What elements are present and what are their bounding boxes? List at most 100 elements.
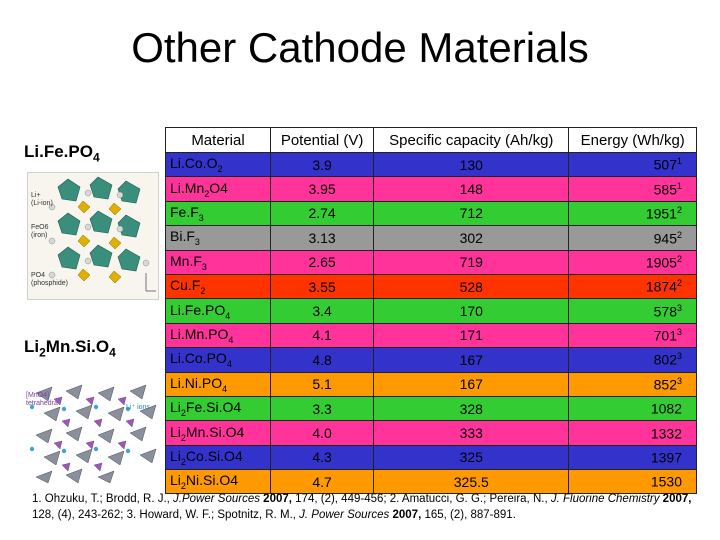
table-row: Li.Fe.PO4 3.4 170 5783 xyxy=(165,298,697,324)
table-row: Bi.F3 3.13 302 9452 xyxy=(165,225,697,251)
energy-cell: 1332 xyxy=(568,420,697,446)
li2mnsio4-label-b: Mn.Si.O xyxy=(45,337,110,356)
lifepo4-structure-figure: Li+ (Li-ion) FeO6 (iron) PO4 (phosphide) xyxy=(27,172,159,300)
material-subscript: 3 xyxy=(201,261,207,272)
fig1-axes xyxy=(145,273,156,292)
material-name-tail: Co.Si.O4 xyxy=(185,447,243,464)
material-cell: Li2Ni.Si.O4 xyxy=(165,469,271,495)
energy-value: 578 xyxy=(653,303,677,320)
potential-cell: 4.3 xyxy=(269,444,375,471)
material-cell: Bi.F3 xyxy=(165,225,271,251)
energy-value: 1397 xyxy=(650,449,682,466)
potential-cell: 2.65 xyxy=(269,249,375,275)
energy-reference: 1 xyxy=(676,156,682,167)
ref-3-journal: J. Power Sources xyxy=(299,509,390,521)
table-header-row: Material Potential (V) Specific capacity… xyxy=(165,127,697,153)
capacity-cell: 148 xyxy=(373,176,570,202)
ref-1-year: 2007, xyxy=(259,493,292,505)
energy-cell: 5071 xyxy=(568,151,697,178)
material-subscript: 2 xyxy=(180,456,186,467)
table-row: Fe.F3 2.74 712 19512 xyxy=(165,200,697,227)
fig1-feo6-label: FeO6 xyxy=(31,224,49,231)
li2mnsio4-structure-image: [MnO4] tetrahedra Li⁺ ions xyxy=(26,384,157,484)
ref-2-rest: 128, (4), 243-262; 3. Howard, W. F.; Spo… xyxy=(32,509,300,521)
energy-reference: 3 xyxy=(676,375,682,386)
material-cell: Li.Mn2O4 xyxy=(165,176,271,202)
material-name: Li.Mn xyxy=(170,179,205,196)
material-subscript: 2 xyxy=(217,164,223,175)
li2mnsio4-label-b-sub: 4 xyxy=(109,345,116,360)
material-name: Fe.F xyxy=(170,204,199,221)
material-name-tail: O4 xyxy=(209,179,228,196)
table-row: Li.Ni.PO4 5.1 167 8523 xyxy=(165,371,697,397)
capacity-cell: 167 xyxy=(373,347,570,373)
material-cell: Cu.F2 xyxy=(165,273,271,300)
material-name: Li xyxy=(170,447,181,464)
material-name: Li xyxy=(170,423,181,440)
ref-1-rest: 174, (2), 449-456; 2. Amatucci, G. G.; P… xyxy=(291,493,551,505)
energy-reference: 3 xyxy=(676,302,682,313)
energy-cell: 1082 xyxy=(568,395,697,422)
capacity-cell: 130 xyxy=(373,151,570,178)
energy-value: 1874 xyxy=(645,278,677,295)
energy-cell: 9452 xyxy=(568,225,697,251)
material-subscript: 3 xyxy=(194,237,200,248)
ref-1-text: 1. Ohzuku, T.; Brodd, R. J., xyxy=(32,493,174,505)
header-capacity: Specific capacity (Ah/kg) xyxy=(373,127,570,153)
material-subscript: 4 xyxy=(226,359,232,370)
table-row: Mn.F3 2.65 719 19052 xyxy=(165,249,697,275)
energy-cell: 18742 xyxy=(568,273,697,300)
capacity-cell: 333 xyxy=(373,420,570,446)
potential-cell: 3.95 xyxy=(269,176,375,202)
material-name: Li xyxy=(170,399,181,416)
material-name: Li.Fe.PO xyxy=(170,301,226,318)
fig1-po4-label: PO4 xyxy=(31,272,45,279)
li2mnsio4-structure-figure: [MnO4] tetrahedra Li⁺ ions xyxy=(26,377,164,485)
material-subscript: 3 xyxy=(198,212,204,223)
header-potential: Potential (V) xyxy=(269,127,375,153)
capacity-cell: 302 xyxy=(373,225,570,251)
table-row: Li2Fe.Si.O4 3.3 328 1082 xyxy=(165,395,697,422)
energy-cell: 19512 xyxy=(568,200,697,227)
fig1-li-sub-label: (Li-ion) xyxy=(31,200,53,207)
material-cell: Li2Mn.Si.O4 xyxy=(165,420,271,446)
potential-cell: 3.9 xyxy=(269,151,375,178)
material-cell: Li.Co.O2 xyxy=(165,151,271,178)
cathode-materials-table: Material Potential (V) Specific capacity… xyxy=(165,127,697,495)
energy-value: 802 xyxy=(653,352,677,369)
li2mnsio4-label: Li2Mn.Si.O4 xyxy=(24,337,116,359)
energy-value: 1530 xyxy=(650,474,682,491)
potential-cell: 3.4 xyxy=(269,298,375,324)
material-name-tail: Ni.Si.O4 xyxy=(185,472,239,489)
energy-reference: 3 xyxy=(676,351,682,362)
capacity-cell: 325 xyxy=(373,444,570,471)
table-row: Li.Co.PO4 4.8 167 8023 xyxy=(165,347,697,373)
potential-cell: 4.0 xyxy=(269,420,375,446)
energy-value: 1951 xyxy=(645,205,677,222)
table-row: Li2Ni.Si.O4 4.7 325.5 1530 xyxy=(165,469,697,495)
li2mnsio4-label-a: Li xyxy=(24,337,40,356)
fig2-mno4-label: [MnO4] xyxy=(26,392,49,399)
energy-value: 1905 xyxy=(645,254,677,271)
material-cell: Li.Mn.PO4 xyxy=(165,322,271,349)
material-cell: Mn.F3 xyxy=(165,249,271,275)
energy-reference: 1 xyxy=(676,180,682,191)
energy-value: 852 xyxy=(653,376,677,393)
table-row: Li2Mn.Si.O4 4.0 333 1332 xyxy=(165,420,697,446)
material-name: Bi.F xyxy=(170,228,195,245)
energy-cell: 1530 xyxy=(568,469,697,495)
potential-cell: 4.8 xyxy=(269,347,375,373)
capacity-cell: 171 xyxy=(373,322,570,349)
material-name: Mn.F xyxy=(170,252,202,269)
references: 1. Ohzuku, T.; Brodd, R. J., J.Power Sou… xyxy=(32,491,692,523)
material-name: Li.Co.O xyxy=(170,155,218,172)
ref-3-rest: 165, (2), 887-891. xyxy=(421,509,516,521)
material-subscript: 2 xyxy=(180,408,186,418)
lifepo4-label-main: Li.Fe.PO xyxy=(24,142,93,161)
fig1-po4-sub-label: (phosphide) xyxy=(31,280,68,287)
capacity-cell: 167 xyxy=(373,371,570,397)
material-subscript: 2 xyxy=(180,432,186,443)
material-subscript: 2 xyxy=(200,286,206,297)
material-name: Li xyxy=(170,472,181,489)
material-name: Li.Mn.PO xyxy=(170,326,229,343)
